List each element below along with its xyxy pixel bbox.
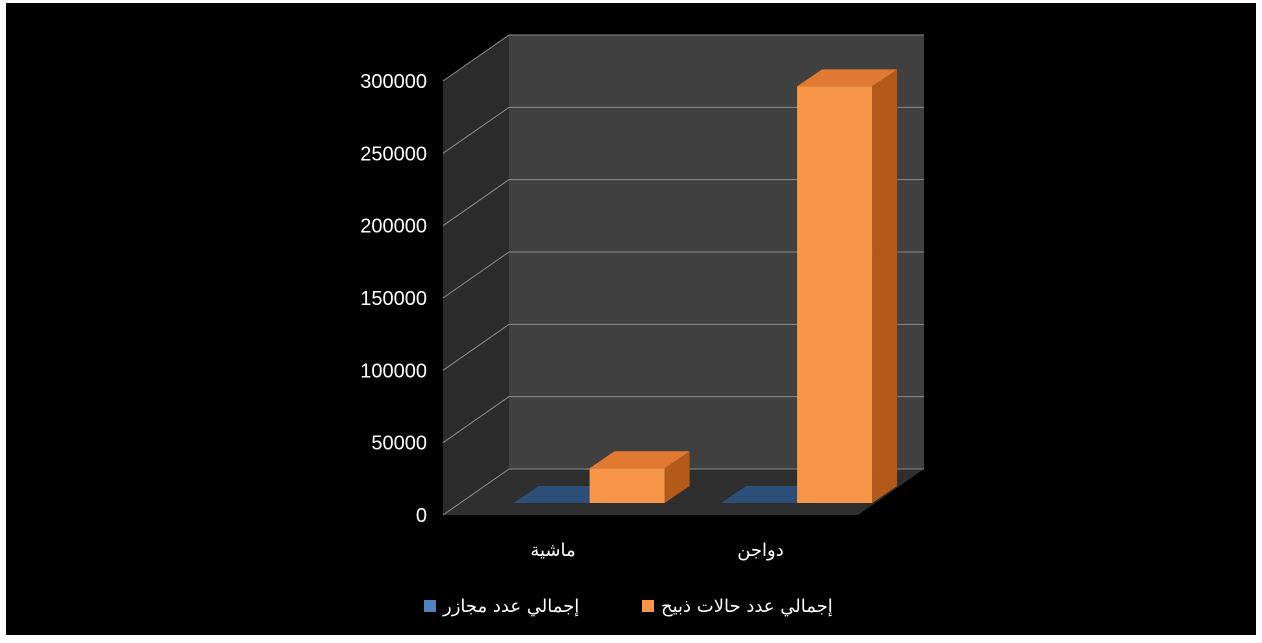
bar-0-0 (513, 486, 614, 503)
y-tick-label: 200000 (360, 216, 427, 238)
bar-top-1-1 (797, 69, 898, 87)
y-tick-label: 50000 (371, 433, 427, 455)
y-tick-label: 250000 (360, 143, 427, 165)
legend-label: إجمالي عدد حالات ذبيح (661, 596, 833, 617)
y-tick-label: 100000 (360, 360, 427, 382)
gridline (442, 396, 924, 444)
legend-swatch (424, 600, 436, 612)
bar-1-1 (797, 86, 873, 504)
x-category-label: ماشية (530, 540, 575, 561)
y-tick-label: 0 (416, 505, 427, 527)
y-tick-label: 300000 (360, 71, 427, 93)
gridline (442, 34, 924, 82)
legend-label: إجمالي عدد مجازر (442, 596, 579, 617)
gridline (442, 251, 924, 299)
gridline (442, 106, 924, 154)
bar-side-1-1 (872, 69, 898, 504)
gridline (442, 323, 924, 371)
gridline (442, 468, 924, 516)
legend-swatch (642, 600, 654, 612)
gridline (442, 179, 924, 227)
bar-side-1-0 (664, 451, 690, 503)
bar-top-1-0 (589, 451, 690, 469)
bar-chart-3d: 0 50000 100000 150000 200000 250000 300000 ماش… (360, 34, 924, 617)
bar-1-0 (589, 468, 665, 503)
chart-panel: 0 50000 100000 150000 200000 250000 300000 ماش… (6, 3, 1256, 635)
x-category-label: دواجن (737, 540, 784, 561)
bar-0-1 (721, 486, 822, 503)
y-tick-label: 150000 (360, 288, 427, 310)
